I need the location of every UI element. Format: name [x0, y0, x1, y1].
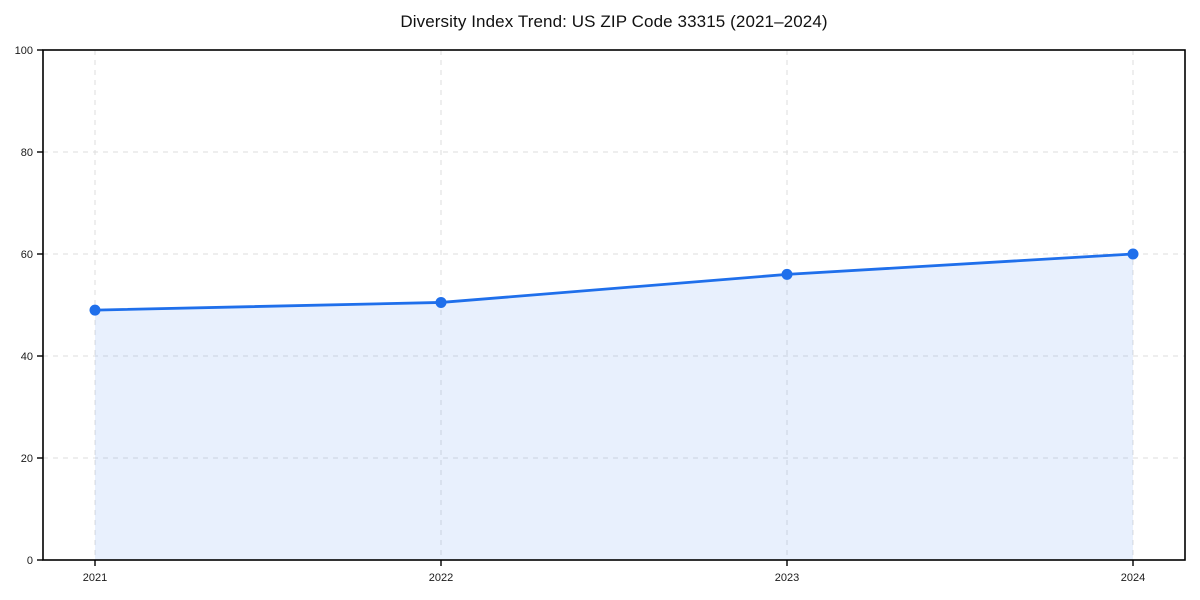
chart-title: Diversity Index Trend: US ZIP Code 33315…	[400, 12, 828, 31]
y-axis-tick-label: 80	[21, 147, 33, 159]
data-point-marker	[781, 268, 793, 280]
y-axis-tick-label: 40	[21, 351, 33, 363]
x-axis-tick-label: 2023	[775, 572, 799, 584]
series-line	[93, 252, 1135, 312]
y-axis-tick-label: 100	[15, 45, 33, 57]
x-axis-tick-label: 2022	[429, 572, 453, 584]
data-point-marker	[1127, 248, 1139, 260]
y-axis-tick-label: 0	[27, 555, 33, 567]
x-axis-tick-label: 2024	[1121, 572, 1145, 584]
y-axis-tick-label: 20	[21, 453, 33, 465]
data-point-marker	[435, 296, 447, 308]
plot-border	[42, 49, 1186, 561]
x-axis-tick-label: 2021	[83, 572, 107, 584]
series-area-fill	[95, 254, 1133, 560]
y-axis-tick-label: 60	[21, 249, 33, 261]
data-point-marker	[89, 304, 101, 316]
